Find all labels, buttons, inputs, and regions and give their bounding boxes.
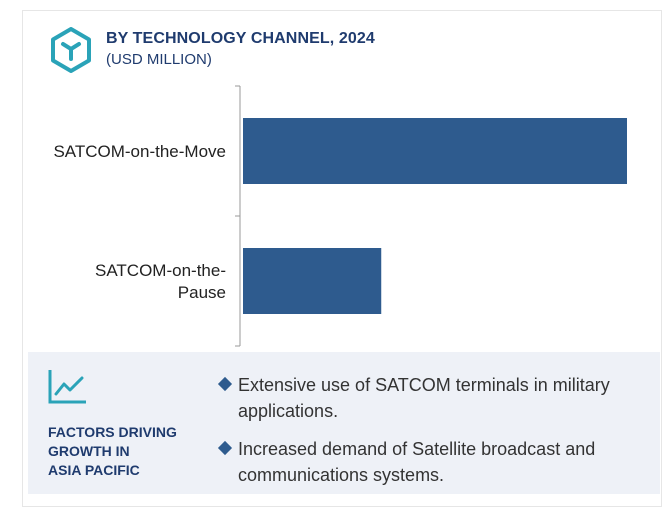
chart-title: BY TECHNOLOGY CHANNEL, 2024 — [106, 30, 375, 47]
bar-chart: SATCOM-on-the-Move SATCOM-on-the-Pause — [53, 85, 627, 347]
line-chart-icon — [48, 370, 86, 404]
factor-bullet-text: Extensive use of SATCOM terminals in mil… — [238, 375, 610, 421]
category-label: SATCOM-on-the-Pause — [95, 261, 226, 302]
factor-bullet-text: Increased demand of Satellite broadcast … — [238, 439, 596, 485]
cube-hexagon-icon — [51, 27, 91, 73]
factors-title-line: FACTORS DRIVING — [48, 424, 177, 440]
bar — [243, 248, 382, 314]
chart-subtitle: (USD MILLION) — [106, 51, 212, 68]
factors-title: FACTORS DRIVING GROWTH IN ASIA PACIFIC — [48, 423, 198, 480]
factor-bullet: Increased demand of Satellite broadcast … — [217, 436, 660, 488]
factors-panel: FACTORS DRIVING GROWTH IN ASIA PACIFIC E… — [28, 352, 660, 494]
category-label: SATCOM-on-the-Move — [53, 142, 226, 161]
factors-title-line: ASIA PACIFIC — [48, 462, 140, 478]
bar — [243, 118, 627, 184]
factor-bullet: Extensive use of SATCOM terminals in mil… — [217, 372, 660, 424]
factors-title-line: GROWTH IN — [48, 443, 130, 459]
